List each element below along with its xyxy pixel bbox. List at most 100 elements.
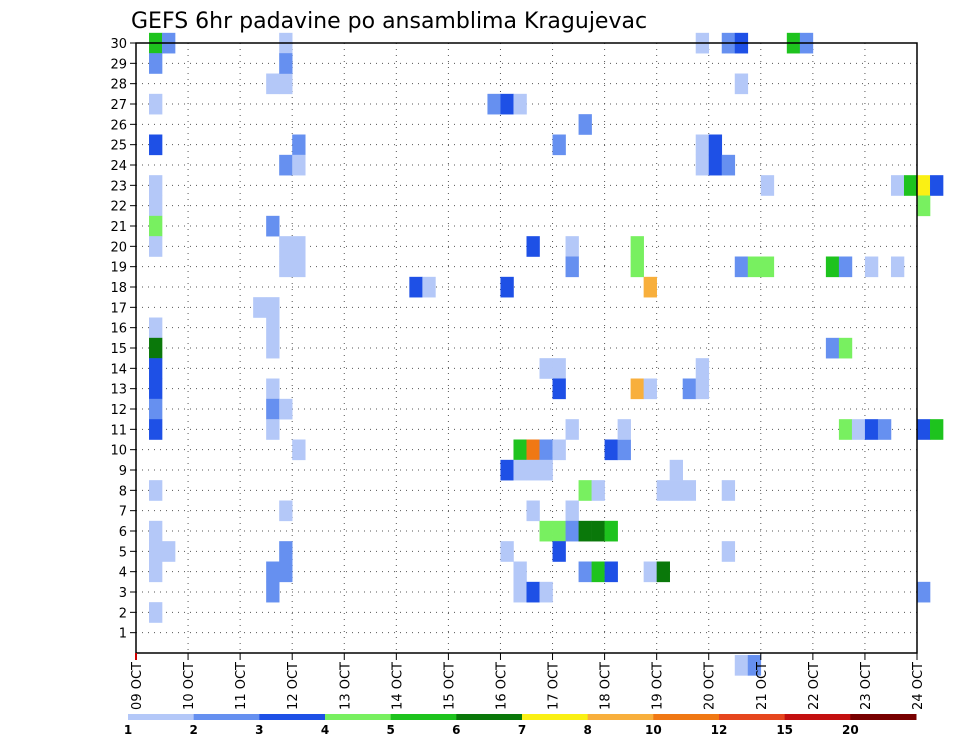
- y-tick-label: 10: [110, 444, 127, 459]
- heatmap-cell: [695, 134, 710, 156]
- heatmap-cell: [838, 256, 853, 278]
- heatmap-cell: [591, 520, 605, 542]
- heatmap-cell: [539, 439, 553, 461]
- heatmap-cell: [825, 256, 840, 278]
- heatmap-cell: [734, 256, 749, 278]
- heatmap-cell: [279, 53, 293, 74]
- heatmap-cell: [292, 134, 306, 156]
- heatmap-cell: [487, 93, 501, 115]
- heatmap-cell: [565, 500, 579, 522]
- y-tick-label: 8: [119, 484, 127, 499]
- legend-swatch: [128, 714, 195, 720]
- heatmap-cell: [864, 419, 879, 440]
- heatmap-cell: [266, 215, 280, 237]
- heatmap-cell: [552, 541, 566, 562]
- heatmap-cell: [578, 561, 592, 583]
- heatmap-cell: [149, 215, 163, 237]
- heatmap-cell: [734, 73, 749, 95]
- heatmap-cell: [734, 655, 749, 676]
- heatmap-cell: [708, 154, 723, 176]
- heatmap-cell: [682, 378, 697, 400]
- heatmap-cell: [656, 561, 670, 583]
- heatmap-cell: [630, 236, 644, 257]
- y-tick-label: 6: [119, 525, 127, 540]
- heatmap-cell: [149, 378, 163, 400]
- heatmap-cell: [578, 114, 592, 135]
- legend-swatch: [719, 714, 786, 720]
- heatmap-cell: [721, 480, 736, 501]
- x-tick-label: 09 OCT: [130, 662, 145, 710]
- heatmap-cell: [149, 602, 163, 623]
- heatmap-cell: [422, 276, 436, 298]
- heatmap-cells: [149, 32, 944, 676]
- heatmap-cell: [149, 398, 163, 420]
- heatmap-cell: [539, 459, 553, 481]
- heatmap-cell: [292, 256, 306, 278]
- heatmap-cell: [149, 175, 163, 196]
- heatmap-cell: [266, 337, 280, 359]
- x-tick-label: 14 OCT: [390, 662, 405, 710]
- legend-swatch: [456, 714, 523, 720]
- x-tick-label: 21 OCT: [755, 662, 770, 710]
- x-tick-label: 23 OCT: [859, 662, 874, 710]
- heatmap-cell: [643, 276, 657, 298]
- legend-swatch: [653, 714, 720, 720]
- heatmap-cell: [604, 561, 618, 583]
- heatmap-cell: [279, 154, 293, 176]
- heatmap-cell: [917, 195, 931, 217]
- y-tick-label: 29: [110, 57, 127, 72]
- heatmap-cell: [917, 581, 931, 603]
- heatmap-cell: [643, 561, 657, 583]
- heatmap-cell: [917, 419, 931, 440]
- heatmap-cell: [149, 195, 163, 217]
- heatmap-cell: [513, 93, 527, 115]
- heatmap-cell: [552, 134, 566, 156]
- heatmap-cell: [877, 419, 892, 440]
- chart-title: GEFS 6hr padavine po ansamblima Kragujev…: [131, 9, 647, 34]
- y-tick-label: 21: [110, 220, 127, 235]
- heatmap-cell: [552, 358, 566, 379]
- heatmap-cell: [838, 419, 853, 440]
- legend-label: 4: [321, 723, 329, 737]
- x-tick-label: 13 OCT: [338, 662, 353, 710]
- legend-swatch: [325, 714, 392, 720]
- y-tick-label: 13: [110, 383, 127, 398]
- heatmap-cell: [149, 419, 163, 440]
- heatmap-cell: [695, 154, 710, 176]
- heatmap-cell: [552, 439, 566, 461]
- legend-label: 20: [842, 723, 859, 737]
- y-tick-label: 26: [110, 118, 127, 133]
- legend-swatch: [390, 714, 457, 720]
- heatmap-cell: [890, 175, 905, 196]
- heatmap-cell: [513, 459, 527, 481]
- heatmap-cell: [266, 317, 280, 339]
- x-tick-label: 16 OCT: [494, 662, 509, 710]
- heatmap-cell: [279, 541, 293, 562]
- x-tick-label: 17 OCT: [547, 662, 562, 710]
- legend-swatch: [522, 714, 589, 720]
- y-tick-label: 12: [110, 403, 127, 418]
- y-tick-label: 23: [110, 179, 127, 194]
- y-tick-label: 3: [119, 586, 127, 601]
- y-tick-label: 30: [110, 37, 127, 52]
- heatmap-cell: [539, 358, 553, 379]
- y-tick-label: 17: [110, 301, 127, 316]
- heatmap-cell: [851, 419, 866, 440]
- heatmap-cell: [760, 175, 775, 196]
- legend-label: 5: [386, 723, 394, 737]
- x-tick-label: 22 OCT: [807, 662, 822, 710]
- heatmap-cell: [292, 439, 306, 461]
- x-tick-label: 15 OCT: [442, 662, 457, 710]
- heatmap-cell: [591, 480, 605, 501]
- legend-swatch: [193, 714, 260, 720]
- heatmap-cell: [643, 378, 657, 400]
- heatmap-cell: [578, 520, 592, 542]
- heatmap-cell: [552, 378, 566, 400]
- heatmap-cell: [513, 561, 527, 583]
- heatmap-cell: [149, 358, 163, 379]
- legend-swatch: [259, 714, 326, 720]
- heatmap-cell: [526, 459, 540, 481]
- legend-swatch: [587, 714, 654, 720]
- y-tick-label: 16: [110, 322, 127, 337]
- x-tick-label: 24 OCT: [911, 662, 926, 710]
